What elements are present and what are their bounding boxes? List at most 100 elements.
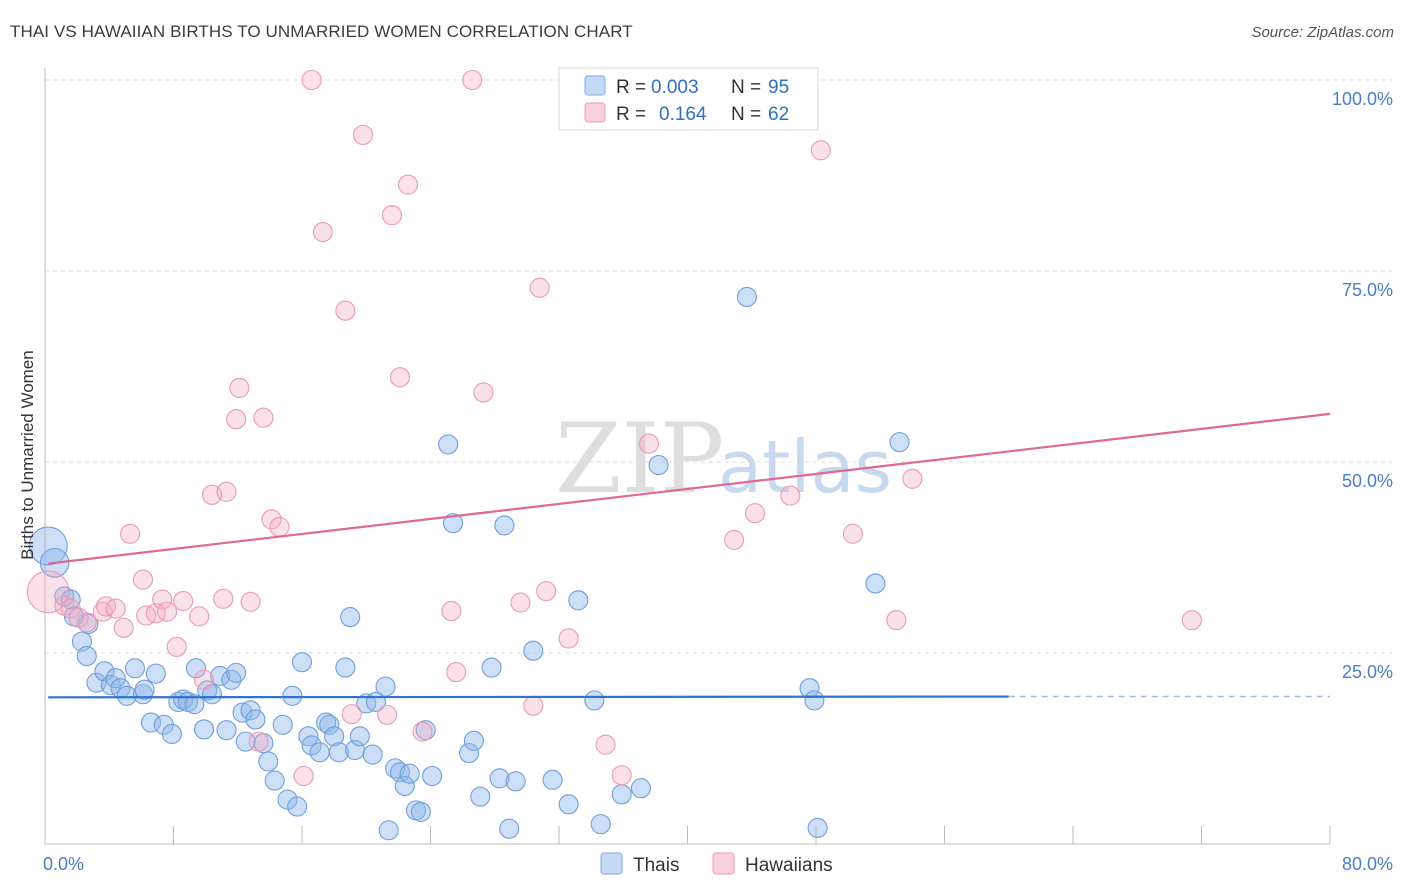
- hawaiian-point: [120, 523, 141, 544]
- hawaiian-point: [132, 569, 154, 590]
- hawaiian-point: [810, 140, 831, 161]
- thai-point: [309, 742, 330, 763]
- thai-point: [105, 668, 126, 689]
- thai-point: [463, 730, 484, 751]
- watermark-zip: ZIP: [555, 403, 724, 515]
- y-tick-label: 25.0%: [1342, 662, 1393, 682]
- hawaiian-point: [441, 600, 462, 622]
- hawaiian-point: [261, 509, 282, 530]
- thai-point: [630, 778, 651, 799]
- hawaiian-point: [377, 704, 398, 725]
- hawaiian-point: [446, 662, 467, 683]
- hawaiian-point: [173, 590, 194, 612]
- thai-point: [134, 679, 155, 700]
- thai-point: [399, 763, 420, 784]
- thai-point: [184, 694, 205, 715]
- thai-point: [287, 796, 308, 817]
- hawaiian-point: [152, 589, 173, 610]
- legend-hawaiian-n-label: N =: [731, 104, 761, 125]
- thai-point: [335, 657, 356, 678]
- trend-layer: [48, 412, 1331, 699]
- watermark-atlas: atlas: [718, 425, 892, 509]
- hawaiian-point: [253, 407, 274, 428]
- thai-point: [349, 726, 370, 747]
- bottom-legend-hawaiian-swatch: [712, 852, 735, 875]
- hawaiian-point: [611, 765, 632, 786]
- hawaiian-point: [529, 277, 550, 298]
- hawaiian-point: [240, 591, 261, 612]
- thai-point: [301, 735, 322, 756]
- hawaiian-point: [229, 377, 250, 398]
- hawaiian-point: [886, 610, 907, 631]
- thai-trend-line: [48, 695, 1009, 699]
- legend-thai-r-label: R =: [616, 77, 646, 98]
- hawaiian-point: [341, 704, 362, 725]
- hawaiian-trend-line: [48, 412, 1331, 565]
- thai-point: [145, 663, 166, 684]
- thai-point: [282, 685, 303, 706]
- legend-hawaiian-r-value: 0.164: [659, 104, 707, 125]
- thai-point: [889, 432, 910, 453]
- hawaiian-point: [248, 731, 269, 752]
- hawaiian-point: [595, 734, 616, 755]
- thai-point: [245, 709, 266, 730]
- thai-point: [611, 784, 632, 805]
- grid-layer: [45, 79, 1392, 654]
- thai-point: [28, 526, 68, 566]
- chart-source: Source: ZipAtlas.com: [1251, 24, 1394, 41]
- axes-layer: 25.0% 50.0% 75.0% 100.0% 0.0% 80.0%: [43, 68, 1393, 874]
- legend-thai-n-value: 95: [768, 77, 789, 98]
- hawaiian-point: [226, 409, 247, 430]
- thai-point: [193, 719, 215, 740]
- bottom-legend-hawaiian-label: Hawaiians: [745, 855, 833, 876]
- hawaiian-point: [842, 523, 863, 544]
- thai-point: [375, 676, 396, 697]
- thai-point: [264, 770, 285, 791]
- thai-point: [240, 700, 261, 721]
- hawaiian-point: [301, 69, 322, 91]
- legend-thai-n-label: N =: [731, 77, 761, 98]
- hawaiian-point: [523, 695, 544, 716]
- thai-point: [340, 607, 361, 628]
- hawaiian-point: [312, 221, 333, 243]
- thai-point: [415, 720, 436, 741]
- thai-point: [258, 751, 279, 772]
- hawaiian-point: [26, 570, 70, 614]
- legend-thai-r-value: 0.003: [651, 77, 699, 98]
- y-tick-label: 75.0%: [1342, 280, 1393, 300]
- legend-hawaiian-r-label: R =: [616, 104, 646, 125]
- hawaiian-point: [473, 382, 494, 403]
- thai-point: [319, 714, 340, 735]
- hawaiian-point: [216, 481, 237, 502]
- thai-point: [494, 515, 515, 536]
- thai-point: [324, 726, 345, 747]
- thai-point: [438, 434, 459, 455]
- thai-point: [116, 685, 137, 706]
- hawaiian-point: [189, 606, 210, 627]
- thai-point: [291, 652, 313, 673]
- thai-point: [489, 768, 510, 789]
- thai-point: [161, 723, 182, 745]
- hawaiian-point: [412, 721, 433, 742]
- thai-point: [328, 742, 349, 763]
- thai-point: [505, 771, 526, 792]
- thai-point: [216, 720, 237, 741]
- hawaiian-point: [92, 601, 113, 622]
- thai-point: [458, 743, 480, 764]
- hawaiian-point: [462, 69, 483, 91]
- x-tick-label: 0.0%: [43, 854, 84, 874]
- thai-point: [470, 786, 491, 807]
- thai-point: [736, 286, 757, 308]
- hawaiian-point: [1181, 610, 1202, 631]
- hawaiian-point: [510, 592, 531, 613]
- hawaiian-point: [397, 174, 419, 195]
- hawaiian-point: [381, 205, 403, 226]
- hawaiian-point: [780, 485, 801, 506]
- watermark: ZIP atlas: [555, 403, 892, 515]
- legend-thai-swatch: [584, 75, 606, 96]
- hawaiian-point: [558, 628, 579, 649]
- thai-point: [226, 662, 247, 683]
- hawaiian-point: [193, 669, 215, 690]
- legend-hawaiian-n-value: 62: [768, 104, 789, 125]
